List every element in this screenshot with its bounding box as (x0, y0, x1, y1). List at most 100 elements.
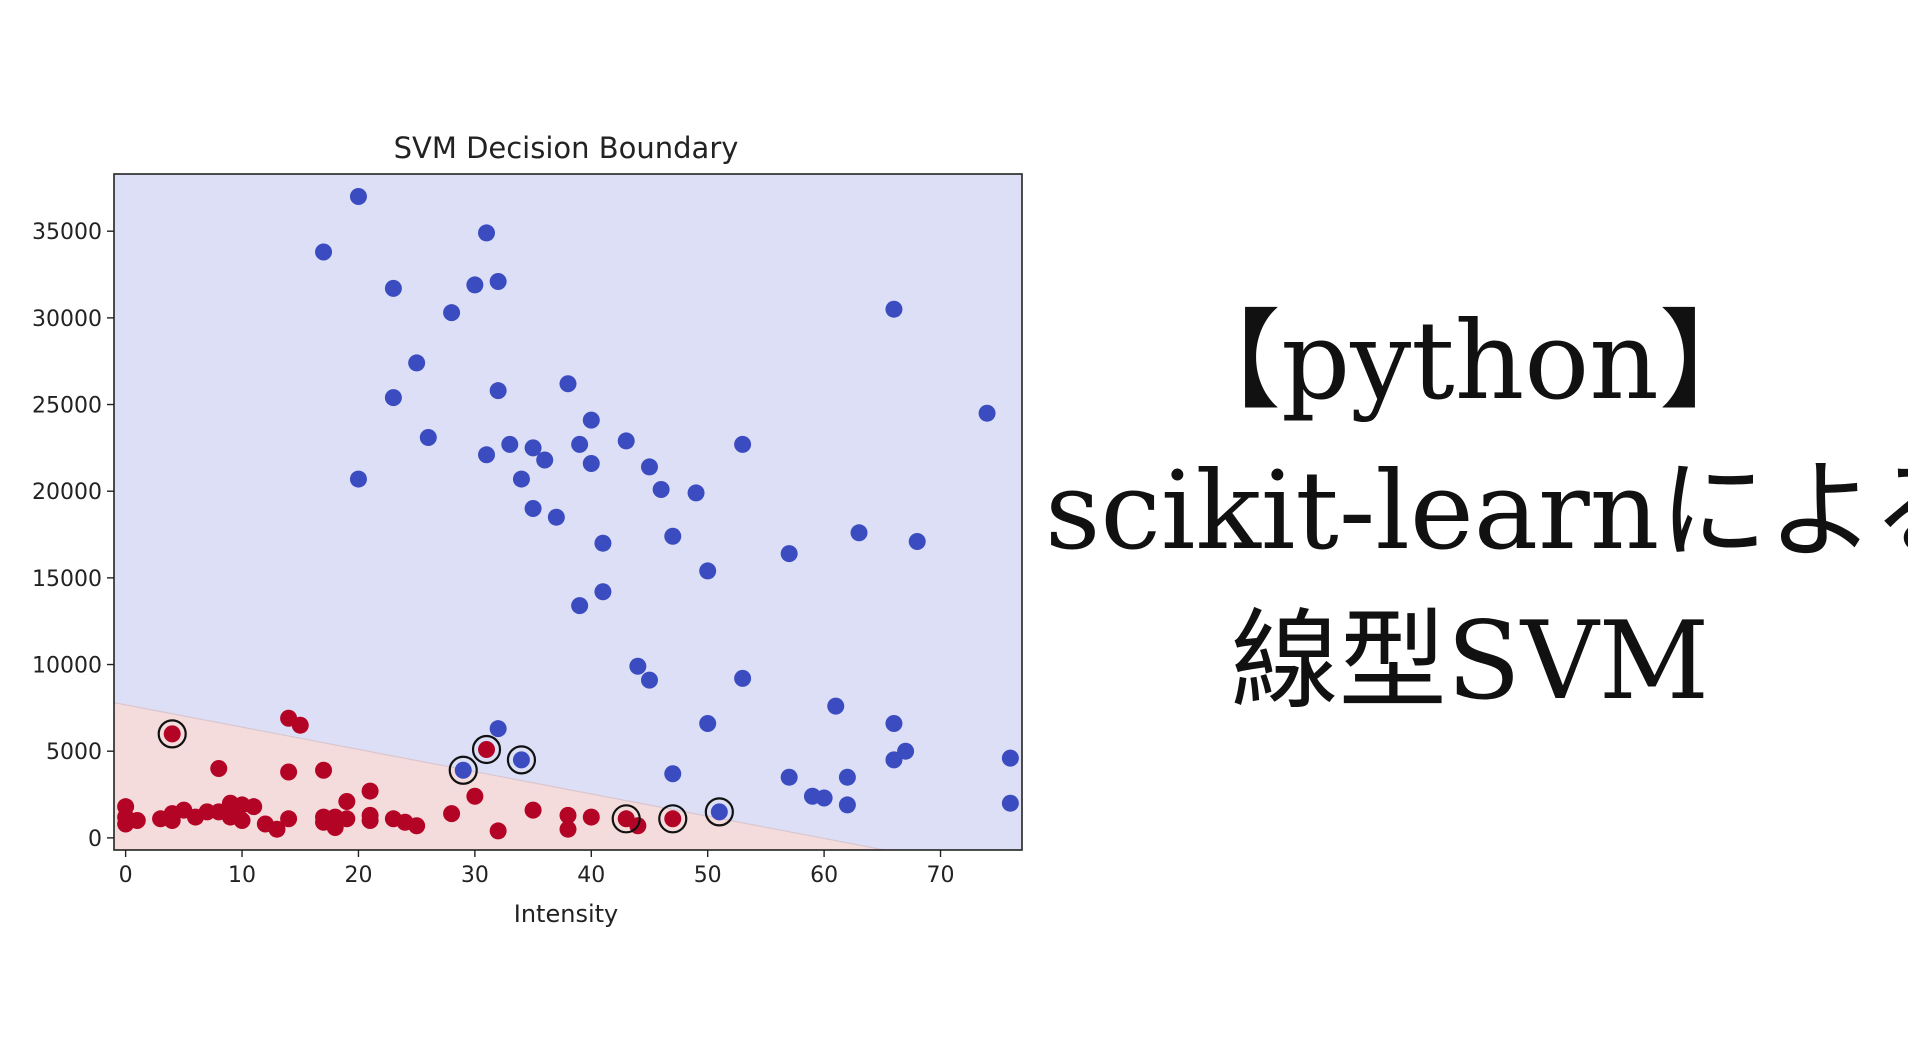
data-point (478, 446, 496, 464)
data-point (594, 534, 612, 552)
data-point (885, 751, 903, 769)
data-point (838, 768, 856, 786)
data-point (466, 276, 484, 294)
data-point (524, 439, 542, 457)
data-point (291, 716, 309, 734)
data-point (885, 714, 903, 732)
heading-line-2: scikit-learnによる (1045, 449, 1908, 574)
data-point (245, 798, 263, 816)
data-point (501, 435, 519, 453)
data-point (838, 796, 856, 814)
data-point (489, 822, 507, 840)
support-vector-point (163, 725, 181, 743)
data-point (408, 817, 426, 835)
data-point (885, 300, 903, 318)
data-point (198, 803, 216, 821)
plot-frame (113, 173, 1023, 851)
data-point (582, 411, 600, 429)
data-point (466, 787, 484, 805)
support-vector-point (478, 740, 496, 758)
data-point (489, 272, 507, 290)
data-point (128, 812, 146, 830)
data-point (582, 808, 600, 826)
y-tick-label: 15000 (32, 567, 102, 592)
data-point (1001, 794, 1019, 812)
x-axis-label: Intensity (514, 900, 618, 928)
data-point (512, 470, 530, 488)
data-point (536, 451, 554, 469)
data-point (780, 545, 798, 563)
heading-line-3: 線型SVM (1230, 599, 1710, 724)
data-point (384, 279, 402, 297)
y-tick-label: 10000 (32, 654, 102, 679)
data-point (361, 812, 379, 830)
y-tick-label: 30000 (32, 307, 102, 332)
data-point (315, 761, 333, 779)
data-point (652, 480, 670, 498)
y-tick-label: 25000 (32, 394, 102, 419)
scatter-chart: 0 10 20 30 40 50 60 70 0 5000 10000 15000 20000 25000… (32, 131, 1023, 928)
x-tick-label: 10 (228, 863, 256, 888)
data-point (594, 583, 612, 601)
x-tick-label: 30 (461, 863, 489, 888)
support-vector-point (664, 810, 682, 828)
data-point (734, 669, 752, 687)
data-point (850, 524, 868, 542)
y-tick-label: 20000 (32, 480, 102, 505)
data-point (640, 458, 658, 476)
data-point (338, 792, 356, 810)
data-point (315, 243, 333, 261)
data-point (571, 435, 589, 453)
data-point (699, 714, 717, 732)
data-point (163, 812, 181, 830)
data-point (349, 470, 367, 488)
support-vector-ring (157, 719, 187, 749)
data-point (827, 697, 845, 715)
data-point (815, 789, 833, 807)
support-vector-point (512, 751, 530, 769)
data-point (408, 354, 426, 372)
data-point (617, 432, 635, 450)
data-point (489, 720, 507, 738)
data-point (559, 806, 577, 824)
chart-title: SVM Decision Boundary (394, 131, 739, 165)
data-point (664, 765, 682, 783)
data-point (559, 375, 577, 393)
data-point (489, 382, 507, 400)
y-tick-label: 35000 (32, 220, 102, 245)
data-point (640, 671, 658, 689)
decision-boundary-line (113, 702, 885, 851)
heading-line-1: 【python】 (1173, 299, 1767, 424)
data-point (349, 188, 367, 206)
support-vector-point (710, 803, 728, 821)
data-point (1001, 749, 1019, 767)
data-point (687, 484, 705, 502)
data-point (524, 801, 542, 819)
support-vector-ring (506, 745, 537, 775)
data-point (338, 810, 356, 828)
support-vector-ring (704, 797, 734, 827)
data-point (582, 454, 600, 472)
data-point (629, 657, 647, 675)
support-vector-ring (611, 804, 641, 834)
data-point (780, 768, 798, 786)
data-point (280, 810, 298, 828)
x-tick-label: 50 (694, 863, 722, 888)
data-point (233, 812, 251, 830)
data-point (443, 805, 461, 823)
support-vector-ring (471, 734, 502, 765)
x-tick-label: 20 (344, 863, 372, 888)
x-tick-label: 40 (577, 863, 605, 888)
x-tick-label: 0 (119, 863, 133, 888)
y-tick-label: 0 (88, 827, 102, 852)
data-point (384, 389, 402, 407)
data-point (547, 508, 565, 526)
support-vector-point (617, 810, 635, 828)
data-point (361, 782, 379, 800)
data-point (734, 435, 752, 453)
data-point (559, 820, 577, 838)
data-point (478, 224, 496, 242)
x-tick-label: 60 (810, 863, 838, 888)
data-point (210, 760, 228, 778)
data-point (908, 532, 926, 550)
